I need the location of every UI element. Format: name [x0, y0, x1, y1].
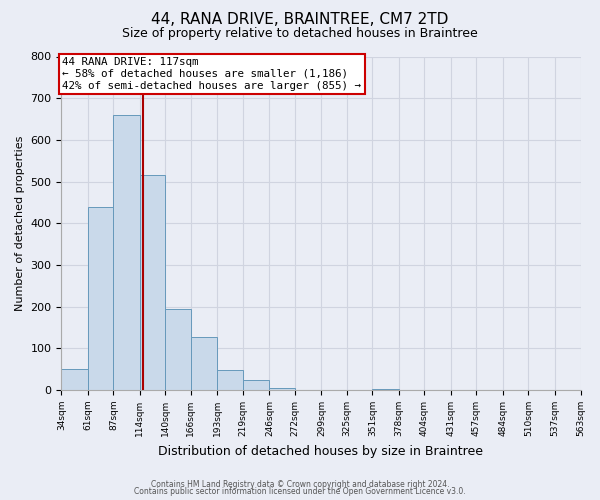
Text: Contains HM Land Registry data © Crown copyright and database right 2024.: Contains HM Land Registry data © Crown c…	[151, 480, 449, 489]
Bar	[191, 337, 217, 390]
Text: 44 RANA DRIVE: 117sqm
← 58% of detached houses are smaller (1,186)
42% of semi-d: 44 RANA DRIVE: 117sqm ← 58% of detached …	[62, 58, 361, 90]
Bar	[61, 369, 88, 390]
Bar	[113, 115, 140, 390]
Text: 44, RANA DRIVE, BRAINTREE, CM7 2TD: 44, RANA DRIVE, BRAINTREE, CM7 2TD	[151, 12, 449, 28]
X-axis label: Distribution of detached houses by size in Braintree: Distribution of detached houses by size …	[158, 444, 484, 458]
Bar	[269, 388, 295, 390]
Bar	[88, 206, 113, 390]
Bar	[373, 389, 399, 390]
Y-axis label: Number of detached properties: Number of detached properties	[15, 136, 25, 311]
Bar	[166, 309, 191, 390]
Text: Contains public sector information licensed under the Open Government Licence v3: Contains public sector information licen…	[134, 487, 466, 496]
Bar	[140, 176, 166, 390]
Bar	[243, 380, 269, 390]
Text: Size of property relative to detached houses in Braintree: Size of property relative to detached ho…	[122, 28, 478, 40]
Bar	[217, 370, 243, 390]
